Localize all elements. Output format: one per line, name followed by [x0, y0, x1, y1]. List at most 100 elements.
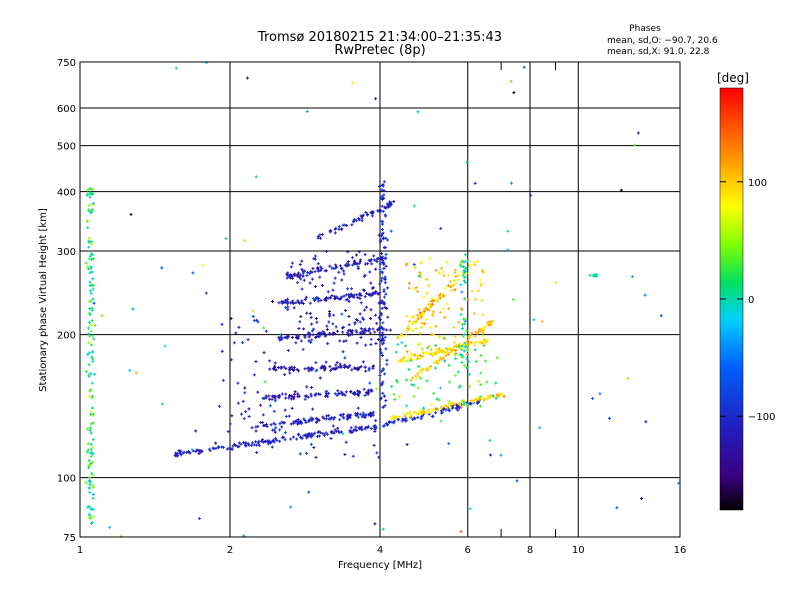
scatter-point — [362, 387, 366, 391]
scatter-point — [437, 347, 441, 351]
scatter-point — [328, 417, 332, 421]
scatter-point — [363, 253, 367, 257]
scatter-point — [262, 326, 266, 330]
scatter-point — [198, 517, 202, 521]
scatter-point — [396, 342, 400, 346]
scatter-point — [350, 223, 354, 227]
scatter-point — [441, 349, 445, 353]
scatter-point — [273, 361, 277, 365]
scatter-point — [371, 327, 375, 331]
scatter-point — [381, 527, 385, 531]
scatter-point — [288, 371, 292, 375]
scatter-point — [463, 260, 467, 264]
scatter-point — [286, 348, 290, 352]
colorbar-tick-label: 0 — [748, 295, 754, 306]
scatter-point — [495, 394, 499, 398]
scatter-point — [254, 425, 258, 429]
scatter-point — [134, 371, 138, 375]
scatter-point — [270, 439, 274, 443]
scatter-point — [371, 413, 375, 417]
scatter-point — [282, 365, 286, 369]
scatter-point — [324, 334, 328, 338]
scatter-point — [460, 353, 464, 357]
scatter-point — [434, 347, 438, 351]
scatter-point — [316, 262, 320, 266]
scatter-point — [242, 441, 246, 445]
scatter-point — [338, 413, 342, 417]
scatter-point — [255, 451, 259, 455]
scatter-point — [376, 337, 380, 341]
scatter-point — [288, 301, 292, 305]
scatter-point — [479, 353, 483, 357]
scatter-point — [204, 291, 208, 295]
scatter-point — [355, 317, 359, 321]
scatter-point — [262, 351, 266, 355]
scatter-point — [267, 397, 271, 401]
scatter-point — [404, 344, 408, 348]
scatter-point — [309, 394, 313, 398]
scatter-point — [289, 397, 293, 401]
scatter-point — [462, 279, 466, 283]
scatter-point — [400, 419, 404, 423]
scatter-point — [290, 261, 294, 265]
scatter-point — [293, 272, 297, 276]
scatter-point — [305, 385, 309, 389]
scatter-point — [283, 421, 287, 425]
scatter-point — [405, 329, 409, 333]
scatter-point — [380, 196, 384, 200]
scatter-point — [377, 184, 381, 188]
scatter-point — [404, 419, 408, 423]
scatter-point — [324, 269, 328, 273]
scatter-point — [472, 341, 476, 345]
scatter-point — [366, 424, 370, 428]
scatter-point — [252, 373, 256, 377]
scatter-point — [92, 337, 96, 341]
scatter-point — [451, 401, 455, 405]
scatter-point — [353, 366, 357, 370]
scatter-point — [296, 392, 300, 396]
scatter-point — [242, 417, 246, 421]
scatter-point — [460, 322, 464, 326]
scatter-point — [299, 419, 303, 423]
scatter-point — [460, 360, 464, 364]
scatter-point — [90, 460, 94, 464]
scatter-point — [485, 397, 489, 401]
scatter-point — [91, 493, 95, 497]
scatter-point — [341, 350, 345, 354]
scatter-point — [415, 354, 419, 358]
scatter-point — [416, 416, 420, 420]
scatter-point — [378, 374, 382, 378]
scatter-point — [357, 393, 361, 397]
scatter-point — [91, 445, 95, 449]
scatter-point — [350, 368, 354, 372]
scatter-point — [338, 264, 342, 268]
scatter-point — [356, 262, 360, 266]
scatter-point — [340, 266, 344, 270]
scatter-point — [307, 490, 311, 494]
scatter-point — [463, 281, 467, 285]
scatter-point — [398, 415, 402, 419]
scatter-point — [469, 340, 473, 344]
x-tick-label: 2 — [227, 545, 233, 556]
scatter-point — [372, 254, 376, 258]
scatter-point — [414, 326, 418, 330]
scatter-point — [381, 237, 385, 241]
scatter-point — [236, 401, 240, 405]
scatter-point — [377, 209, 381, 213]
scatter-point — [463, 297, 467, 301]
scatter-point — [337, 227, 341, 231]
scatter-point — [408, 319, 412, 323]
scatter-point — [483, 359, 487, 363]
plot-border — [79, 61, 681, 538]
scatter-point — [319, 268, 323, 272]
scatter-point — [369, 316, 373, 320]
scatter-point — [195, 448, 199, 452]
scatter-point — [450, 289, 454, 293]
scatter-point — [380, 188, 384, 192]
scatter-point — [264, 329, 268, 333]
scatter-point — [333, 227, 337, 231]
scatter-point — [87, 466, 91, 470]
scatter-point — [515, 479, 519, 483]
scatter-point — [426, 366, 430, 370]
scatter-point — [273, 397, 277, 401]
